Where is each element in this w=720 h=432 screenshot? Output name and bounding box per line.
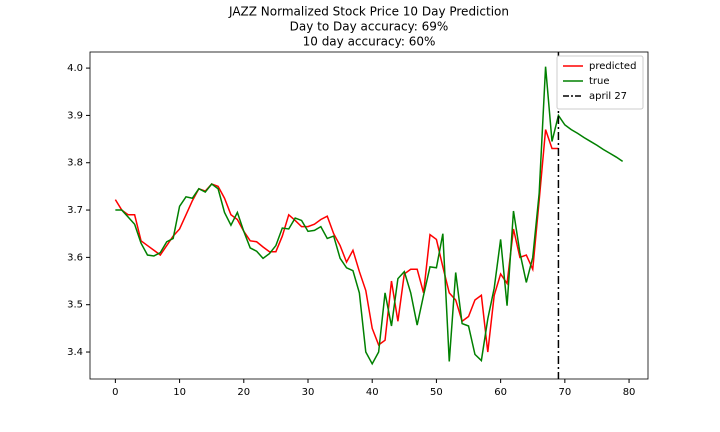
x-tick-label: 70 xyxy=(558,387,571,398)
x-tick-label: 10 xyxy=(173,387,186,398)
x-tick-label: 80 xyxy=(623,387,636,398)
x-tick-label: 50 xyxy=(430,387,443,398)
series-line xyxy=(115,66,624,366)
x-tick-label: 20 xyxy=(237,387,250,398)
y-tick-label: 3.4 xyxy=(67,347,83,358)
y-tick-label: 4.0 xyxy=(67,63,83,74)
chart-title: JAZZ Normalized Stock Price 10 Day Predi… xyxy=(228,5,509,19)
y-tick-label: 3.6 xyxy=(67,252,83,263)
y-tick-label: 3.7 xyxy=(67,205,83,216)
chart-subtitle: Day to Day accuracy: 69% xyxy=(290,20,449,34)
x-tick-label: 60 xyxy=(494,387,507,398)
y-tick-label: 3.9 xyxy=(67,110,83,121)
x-tick-label: 40 xyxy=(366,387,379,398)
y-tick-label: 3.5 xyxy=(67,300,83,311)
legend-label: true xyxy=(589,76,610,87)
chart-subtitle: 10 day accuracy: 60% xyxy=(303,35,436,49)
x-tick-label: 30 xyxy=(302,387,315,398)
y-tick-label: 3.8 xyxy=(67,158,83,169)
legend-label: april 27 xyxy=(589,91,627,102)
series-line xyxy=(114,129,559,353)
legend-label: predicted xyxy=(589,61,636,72)
x-tick-label: 0 xyxy=(112,387,118,398)
plot-frame xyxy=(89,51,649,380)
